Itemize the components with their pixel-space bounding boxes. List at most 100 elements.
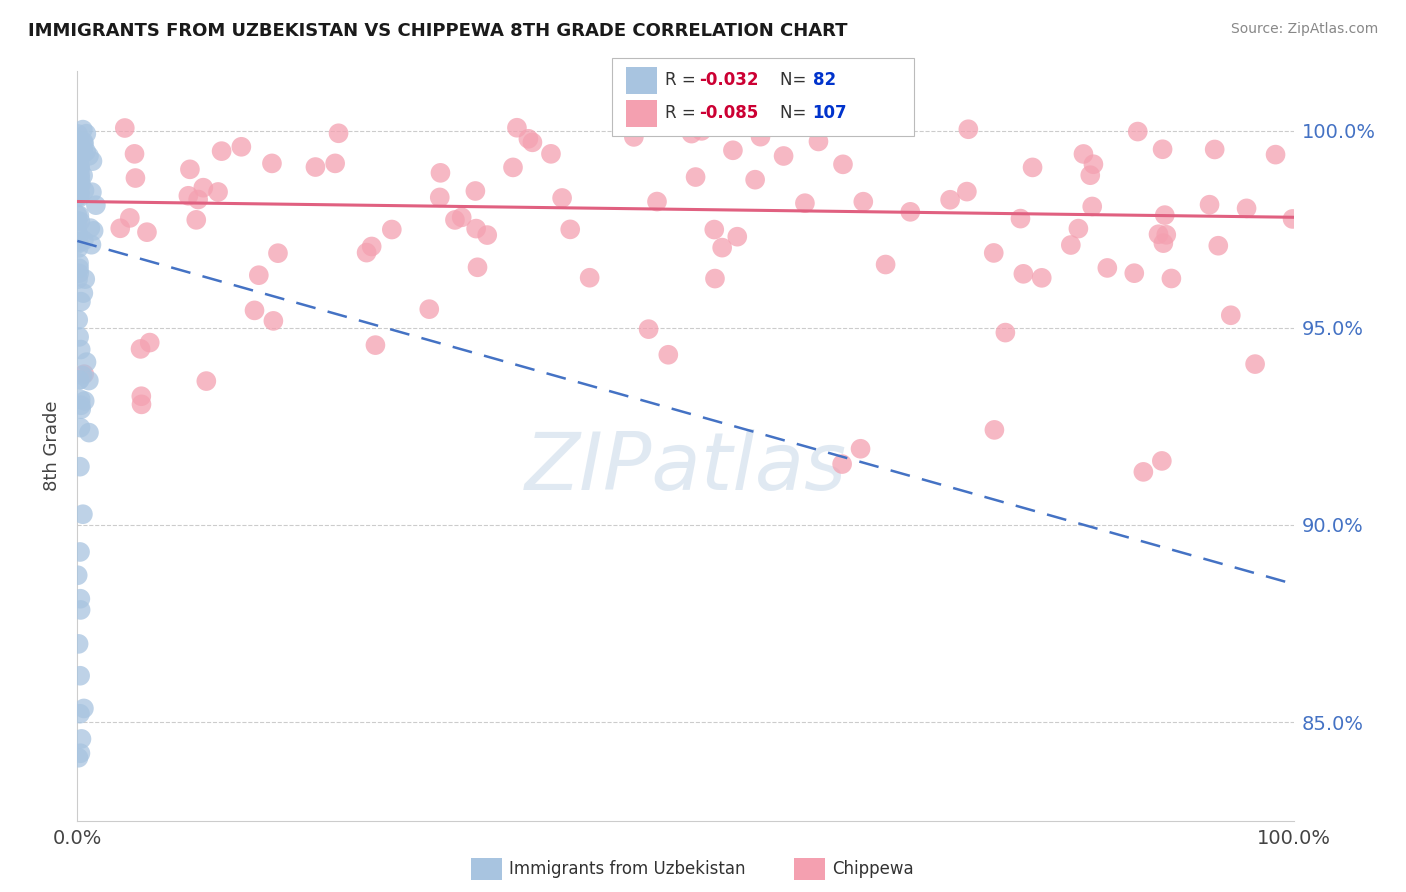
Point (114, 120, 136, 135)
Point (69, 187, 91, 202)
Point (67, 235, 90, 249)
Point (67, 178, 90, 192)
Point (467, 260, 489, 275)
Point (540, 146, 562, 161)
Point (1204, 143, 1226, 157)
Point (1010, 211, 1032, 226)
Point (75, 272, 97, 286)
Text: 107: 107 (813, 104, 848, 122)
Point (73, 136, 96, 151)
Point (70, 147, 93, 161)
Point (381, 222, 404, 236)
Point (66, 236, 89, 251)
Text: Source: ZipAtlas.com: Source: ZipAtlas.com (1230, 22, 1378, 37)
Point (267, 246, 290, 260)
Point (1123, 266, 1146, 280)
Point (80, 185, 103, 199)
Point (711, 241, 734, 255)
Point (179, 162, 201, 177)
Point (77, 374, 100, 388)
Point (131, 389, 153, 403)
Point (793, 196, 815, 211)
Point (131, 397, 153, 411)
Point (852, 194, 875, 209)
Point (70, 146, 93, 161)
Point (1097, 260, 1119, 275)
Point (69, 420, 91, 434)
Point (66, 176, 89, 190)
Point (186, 212, 208, 227)
Point (72, 169, 94, 183)
Point (450, 211, 472, 225)
Point (1244, 357, 1267, 371)
Point (429, 166, 451, 180)
Point (831, 457, 853, 471)
Point (560, 222, 582, 236)
Point (506, 120, 529, 135)
Point (502, 161, 524, 175)
Point (69, 190, 91, 204)
Point (1206, 238, 1229, 252)
Point (76, 355, 98, 369)
Point (83, 224, 105, 238)
Point (983, 423, 1005, 437)
Point (522, 136, 544, 150)
Point (75, 127, 97, 141)
Point (193, 180, 215, 194)
Point (551, 191, 574, 205)
Point (77, 149, 100, 163)
Point (67, 208, 90, 222)
Point (1153, 208, 1175, 222)
Point (1281, 211, 1303, 226)
Point (73, 394, 96, 409)
Point (260, 156, 283, 170)
Point (70, 402, 93, 417)
Point (1154, 227, 1177, 242)
Point (1264, 147, 1286, 161)
Point (70, 144, 93, 158)
Point (69, 141, 91, 155)
Point (69, 133, 91, 147)
Point (69, 706, 91, 721)
Point (744, 172, 766, 186)
Point (70, 177, 93, 191)
Point (849, 442, 872, 456)
Point (79, 221, 101, 235)
Point (66, 226, 89, 240)
Point (124, 146, 146, 161)
Point (328, 126, 350, 140)
Point (207, 185, 229, 199)
Point (69, 186, 91, 200)
Point (772, 149, 794, 163)
Point (657, 348, 679, 362)
Text: N=: N= (780, 71, 811, 89)
Point (69, 545, 91, 559)
Text: -0.085: -0.085 (699, 104, 758, 122)
Point (1198, 197, 1220, 211)
Point (82, 154, 104, 169)
Point (69, 171, 91, 186)
Point (69, 373, 91, 387)
Point (138, 335, 160, 350)
Point (72, 507, 94, 521)
Point (645, 194, 668, 209)
Point (465, 221, 488, 235)
Point (67, 313, 90, 327)
Point (69, 746, 91, 760)
Point (304, 160, 326, 174)
Point (84, 198, 107, 212)
Point (1126, 124, 1149, 138)
Point (875, 258, 897, 272)
Point (1067, 221, 1090, 235)
Point (66, 127, 89, 141)
Point (69, 669, 91, 683)
Point (247, 268, 270, 283)
Point (66, 208, 89, 222)
Point (1031, 270, 1053, 285)
Point (69, 168, 91, 182)
Point (211, 144, 233, 158)
Point (72, 145, 94, 159)
Point (66, 140, 89, 154)
Point (69, 459, 91, 474)
Point (187, 193, 209, 207)
